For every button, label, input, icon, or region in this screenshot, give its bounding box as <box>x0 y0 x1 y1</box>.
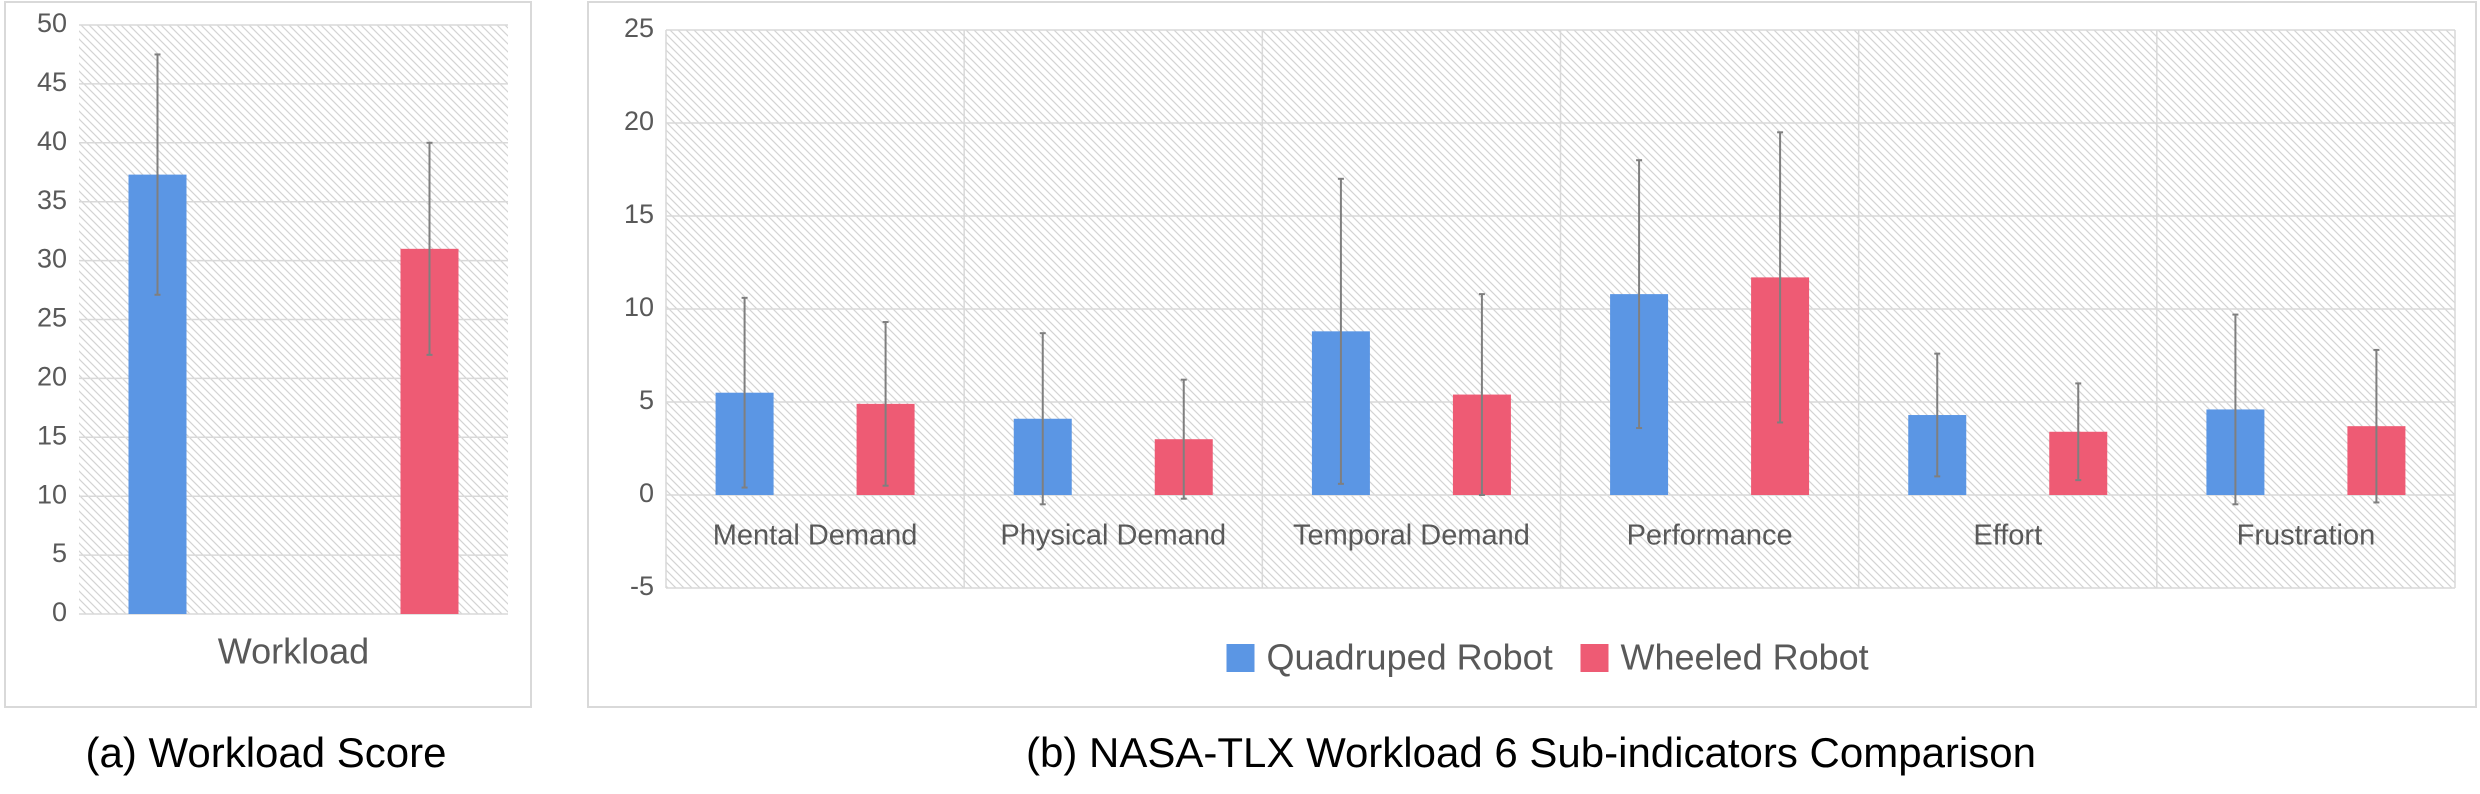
legend-swatch <box>1580 644 1609 672</box>
y-tick-label: 35 <box>37 185 67 215</box>
chart-title: (a) Workload Score <box>85 729 446 776</box>
legend-swatch <box>1226 644 1255 672</box>
legend-label: Quadruped Robot <box>1267 637 1553 678</box>
y-tick-label: 10 <box>624 292 654 322</box>
y-tick-label: 10 <box>37 479 67 509</box>
y-tick-label: 5 <box>639 385 654 415</box>
y-tick-label: 20 <box>37 362 67 392</box>
y-tick-label: 40 <box>37 126 67 156</box>
y-tick-label: 15 <box>624 199 654 229</box>
y-tick-label: 45 <box>37 67 67 97</box>
x-tick-label: Performance <box>1627 520 1793 552</box>
x-tick-label: Effort <box>1973 520 2042 552</box>
legend-label: Wheeled Robot <box>1621 637 1869 678</box>
y-tick-label: 50 <box>37 8 67 38</box>
y-tick-label: 30 <box>37 244 67 274</box>
x-tick-label: Mental Demand <box>713 520 918 552</box>
x-tick-label: Workload <box>218 631 369 672</box>
x-tick-label: Frustration <box>2237 520 2376 552</box>
y-tick-label: 0 <box>639 478 654 508</box>
y-tick-label: -5 <box>630 571 654 601</box>
y-tick-label: 5 <box>52 538 67 568</box>
x-tick-label: Temporal Demand <box>1293 520 1530 552</box>
y-tick-label: 20 <box>624 106 654 136</box>
x-tick-label: Physical Demand <box>1000 520 1226 552</box>
y-tick-label: 25 <box>37 303 67 333</box>
y-tick-label: 15 <box>37 420 67 450</box>
y-tick-label: 25 <box>624 13 654 43</box>
y-tick-label: 0 <box>52 597 67 627</box>
chart-title: (b) NASA-TLX Workload 6 Sub-indicators C… <box>1026 729 2036 776</box>
